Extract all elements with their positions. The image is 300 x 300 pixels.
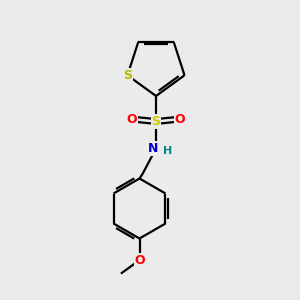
Text: S: S <box>152 115 160 128</box>
Text: O: O <box>134 254 145 267</box>
Text: H: H <box>163 146 172 156</box>
Text: O: O <box>127 112 137 126</box>
Text: S: S <box>123 69 132 82</box>
Text: N: N <box>148 142 158 155</box>
Text: O: O <box>175 112 185 126</box>
